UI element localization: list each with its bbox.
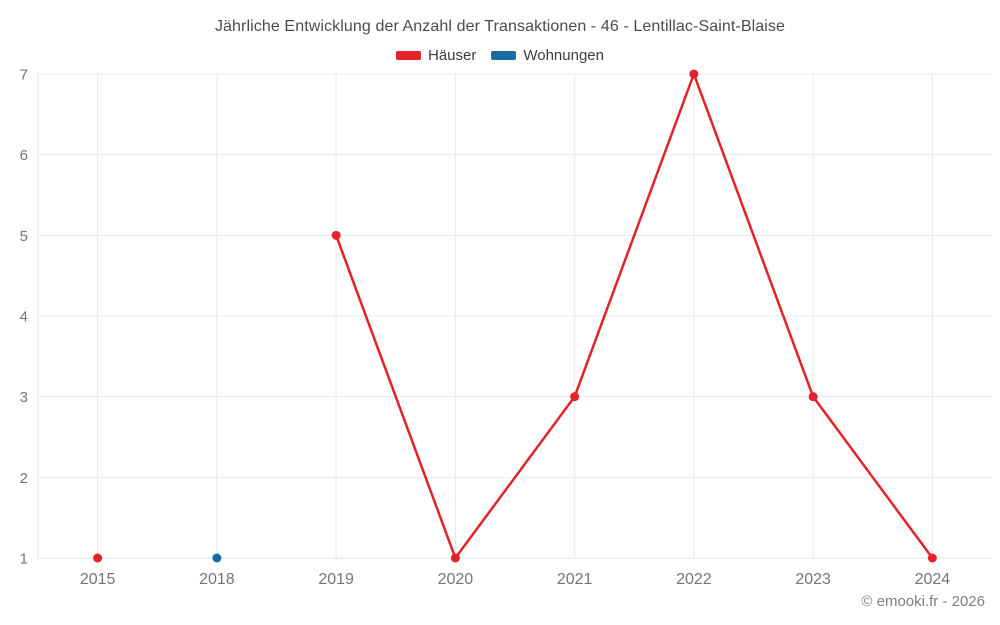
data-point[interactable] <box>331 230 341 240</box>
x-axis-tick-label: 2018 <box>199 571 235 588</box>
x-axis-tick-label: 2019 <box>318 571 354 588</box>
legend-item-haeuser[interactable]: Häuser <box>396 47 476 64</box>
legend-item-label: Wohnungen <box>523 47 604 64</box>
legend-item-label: Häuser <box>428 47 477 64</box>
data-point[interactable] <box>450 553 460 563</box>
data-point[interactable] <box>93 553 103 563</box>
legend-item-wohnungen[interactable]: Wohnungen <box>491 47 604 64</box>
y-axis-tick-label: 3 <box>20 389 28 406</box>
x-axis-tick-label: 2015 <box>80 571 116 588</box>
data-point[interactable] <box>927 553 937 563</box>
x-axis-tick-label: 2022 <box>676 571 712 588</box>
y-axis-tick-label: 5 <box>20 228 28 245</box>
y-axis-tick-label: 1 <box>20 551 28 568</box>
y-axis-tick-label: 6 <box>20 147 28 164</box>
y-axis-tick-label: 2 <box>20 470 28 487</box>
data-point[interactable] <box>689 69 699 79</box>
y-axis-tick-label: 4 <box>20 309 28 326</box>
data-point[interactable] <box>212 553 222 563</box>
footer-credit: © emooki.fr - 2026 <box>861 593 985 610</box>
chart-title: Jährliche Entwicklung der Anzahl der Tra… <box>214 18 786 35</box>
data-point[interactable] <box>808 392 818 402</box>
x-axis-tick-label: 2021 <box>557 571 593 588</box>
legend: Häuser Wohnungen <box>0 47 1000 64</box>
data-point[interactable] <box>570 392 580 402</box>
x-axis-tick-label: 2023 <box>795 571 831 588</box>
x-axis-tick-label: 2024 <box>915 571 951 588</box>
x-axis-tick-label: 2020 <box>438 571 474 588</box>
legend-swatch-icon <box>396 51 421 60</box>
y-axis-tick-label: 7 <box>20 67 28 84</box>
legend-swatch-icon <box>491 51 517 60</box>
series-line <box>334 72 934 560</box>
